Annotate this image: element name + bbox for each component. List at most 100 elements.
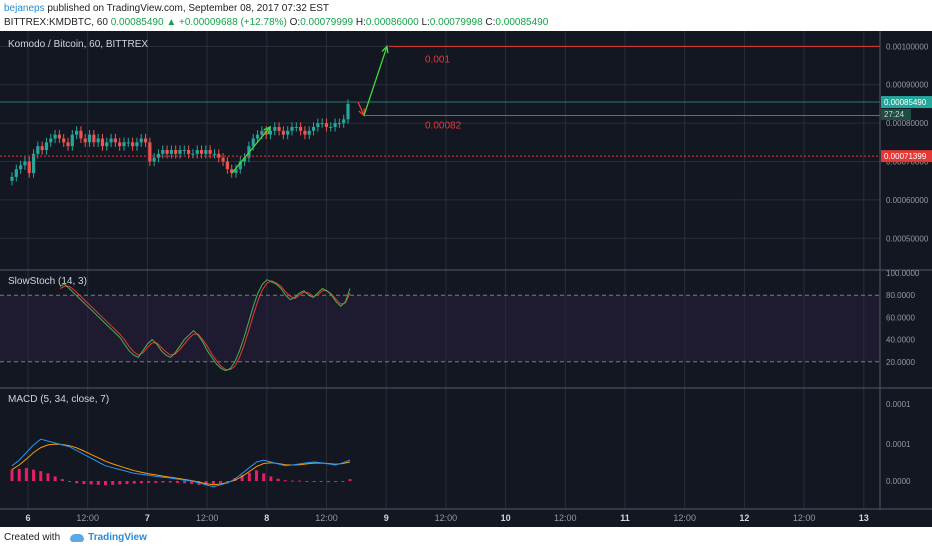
author-link[interactable]: bejaneps: [4, 3, 45, 14]
time-tick-label: 11: [620, 513, 630, 523]
trend-arrow: [231, 126, 271, 174]
macd-histogram-bar: [269, 476, 273, 481]
macd-histogram-bar: [147, 481, 151, 483]
candle-body: [204, 150, 208, 154]
candle-body: [208, 150, 212, 154]
macd-histogram-bar: [118, 481, 122, 485]
footer: Created with TradingView: [4, 532, 147, 543]
time-tick-label: 7: [145, 513, 150, 523]
candle-body: [19, 165, 23, 170]
candle-body: [311, 126, 316, 131]
candle-body: [182, 150, 186, 151]
countdown-bg: [881, 109, 911, 121]
macd-histogram-bar: [60, 479, 64, 481]
macd-histogram-bar: [132, 481, 136, 484]
macd-histogram-bar: [341, 481, 345, 482]
stoch-tick-label: 20.0000: [886, 358, 915, 367]
candle-body: [191, 153, 195, 155]
stoch-title: SlowStoch (14, 3): [8, 276, 87, 287]
target-label: 0.001: [425, 54, 450, 65]
symbol-info: BITTREX:KMDBTC, 60 0.00085490 ▲ +0.00009…: [4, 17, 548, 28]
open-value: 0.00079999: [300, 17, 354, 28]
macd-histogram-bar: [262, 473, 266, 481]
open-label: O:: [289, 17, 301, 28]
candle-body: [92, 134, 96, 143]
candle-body: [316, 123, 320, 127]
time-tick-label: 12:00: [76, 513, 99, 523]
candle-body: [281, 130, 285, 135]
macd-histogram-bar: [276, 478, 280, 481]
macd-histogram-bar: [103, 481, 107, 486]
macd-histogram-bar: [312, 481, 316, 482]
time-tick-label: 13: [859, 513, 869, 523]
macd-histogram-bar: [348, 479, 352, 481]
close-label: C:: [485, 17, 496, 28]
change-value: ▲ +0.00009688 (+12.78%): [166, 17, 287, 28]
tradingview-brand[interactable]: TradingView: [88, 532, 147, 543]
candle-body: [152, 157, 156, 162]
candle-body: [100, 138, 105, 147]
macd-histogram-bar: [219, 481, 223, 484]
macd-histogram-bar: [111, 481, 115, 485]
macd-histogram-bar: [161, 481, 165, 483]
candle-body: [165, 150, 169, 154]
candle-body: [320, 123, 324, 125]
time-tick-label: 12:00: [196, 513, 219, 523]
stoch-tick-label: 60.0000: [886, 313, 915, 322]
stoch-tick-label: 80.0000: [886, 291, 915, 300]
publish-info: bejaneps published on TradingView.com, S…: [4, 3, 329, 14]
candle-body: [118, 142, 122, 147]
candle-body: [294, 126, 298, 128]
candle-body: [238, 161, 242, 170]
candle-body: [87, 134, 92, 143]
macd-title: MACD (5, 34, close, 7): [8, 394, 109, 405]
candle-body: [23, 161, 27, 166]
stoch-band-fill: [0, 295, 880, 362]
candle-body: [113, 138, 117, 143]
current-price-badge: 0.00085490: [884, 98, 927, 107]
time-tick-label: 12:00: [793, 513, 816, 523]
macd-histogram-bar: [305, 481, 309, 482]
chart-svg[interactable]: Komodo / Bitcoin, 60, BITTREX 0.001 0.0008…: [0, 31, 932, 527]
candle-body: [329, 126, 333, 128]
macd-histogram-bar: [298, 480, 302, 482]
macd-histogram-bar: [255, 470, 259, 481]
candle-body: [53, 134, 57, 139]
price-tick-label: 0.00090000: [886, 81, 929, 90]
stoch-tick-label: 100.0000: [886, 269, 920, 278]
macd-histogram-bar: [190, 481, 194, 485]
breakout-arrow-head: [381, 44, 389, 54]
price-tick-label: 0.00100000: [886, 42, 929, 51]
candle-body: [333, 123, 337, 127]
time-tick-label: 12:00: [554, 513, 577, 523]
time-tick-label: 8: [264, 513, 269, 523]
macd-histogram-bar: [183, 481, 187, 484]
candle-body: [187, 150, 191, 154]
macd-histogram-bar: [326, 481, 330, 483]
macd-histogram-bar: [53, 476, 57, 481]
candle-body: [62, 138, 66, 143]
macd-histogram-bar: [240, 474, 244, 481]
symbol-label: BITTREX:KMDBTC, 60: [4, 17, 108, 28]
candle-body: [105, 142, 109, 147]
candle-body: [234, 169, 238, 174]
stoch-pane: SlowStoch (14, 3): [0, 276, 880, 372]
main-title: Komodo / Bitcoin, 60, BITTREX: [8, 39, 148, 50]
candle-body: [243, 157, 247, 162]
candle-body: [286, 130, 290, 135]
macd-histogram-bar: [154, 481, 158, 483]
macd-histogram-bar: [334, 481, 338, 482]
candle-body: [260, 130, 264, 135]
macd-histogram-bar: [46, 473, 50, 481]
candle-body: [57, 134, 61, 139]
chart-area[interactable]: Komodo / Bitcoin, 60, BITTREX 0.001 0.0008…: [0, 31, 932, 527]
time-tick-label: 12:00: [315, 513, 338, 523]
macd-tick-label: 0.0001: [886, 440, 911, 449]
candle-body: [83, 138, 87, 143]
candle-body: [251, 138, 255, 147]
high-value: 0.00086000: [365, 17, 419, 28]
macd-histogram-bar: [89, 481, 93, 485]
candle-body: [217, 153, 221, 158]
macd-histogram-bar: [96, 481, 100, 485]
candle-body: [79, 130, 83, 139]
